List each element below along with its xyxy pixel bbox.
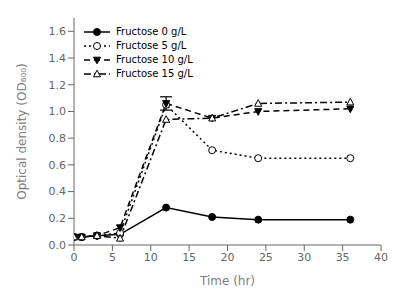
svg-text:1.0: 1.0 — [49, 105, 67, 118]
svg-text:25: 25 — [259, 251, 273, 264]
svg-text:20: 20 — [221, 251, 235, 264]
svg-text:40: 40 — [374, 251, 388, 264]
svg-text:0.2: 0.2 — [49, 212, 67, 225]
svg-text:Optical density (OD₆₀₀): Optical density (OD₆₀₀) — [15, 63, 29, 200]
svg-text:0.4: 0.4 — [49, 185, 67, 198]
svg-text:1.2: 1.2 — [49, 79, 67, 92]
svg-text:35: 35 — [336, 251, 350, 264]
svg-text:15: 15 — [182, 251, 196, 264]
svg-text:Time (hr): Time (hr) — [199, 274, 255, 288]
svg-text:0.0: 0.0 — [49, 239, 67, 252]
svg-text:30: 30 — [297, 251, 311, 264]
svg-text:1.6: 1.6 — [49, 25, 67, 38]
html-text:Fructose 15 g/L: Fructose 15 g/L — [116, 68, 193, 79]
svg-text:0: 0 — [71, 251, 78, 264]
html-text:Fructose 0 g/L: Fructose 0 g/L — [116, 26, 187, 37]
html-text:Fructose 5 g/L: Fructose 5 g/L — [116, 40, 187, 51]
svg-text:0.6: 0.6 — [49, 159, 67, 172]
svg-text:1.4: 1.4 — [49, 52, 67, 65]
svg-text:0.8: 0.8 — [49, 132, 67, 145]
svg-text:5: 5 — [109, 251, 116, 264]
svg-text:10: 10 — [144, 251, 158, 264]
html-text:Fructose 10 g/L: Fructose 10 g/L — [116, 54, 193, 65]
